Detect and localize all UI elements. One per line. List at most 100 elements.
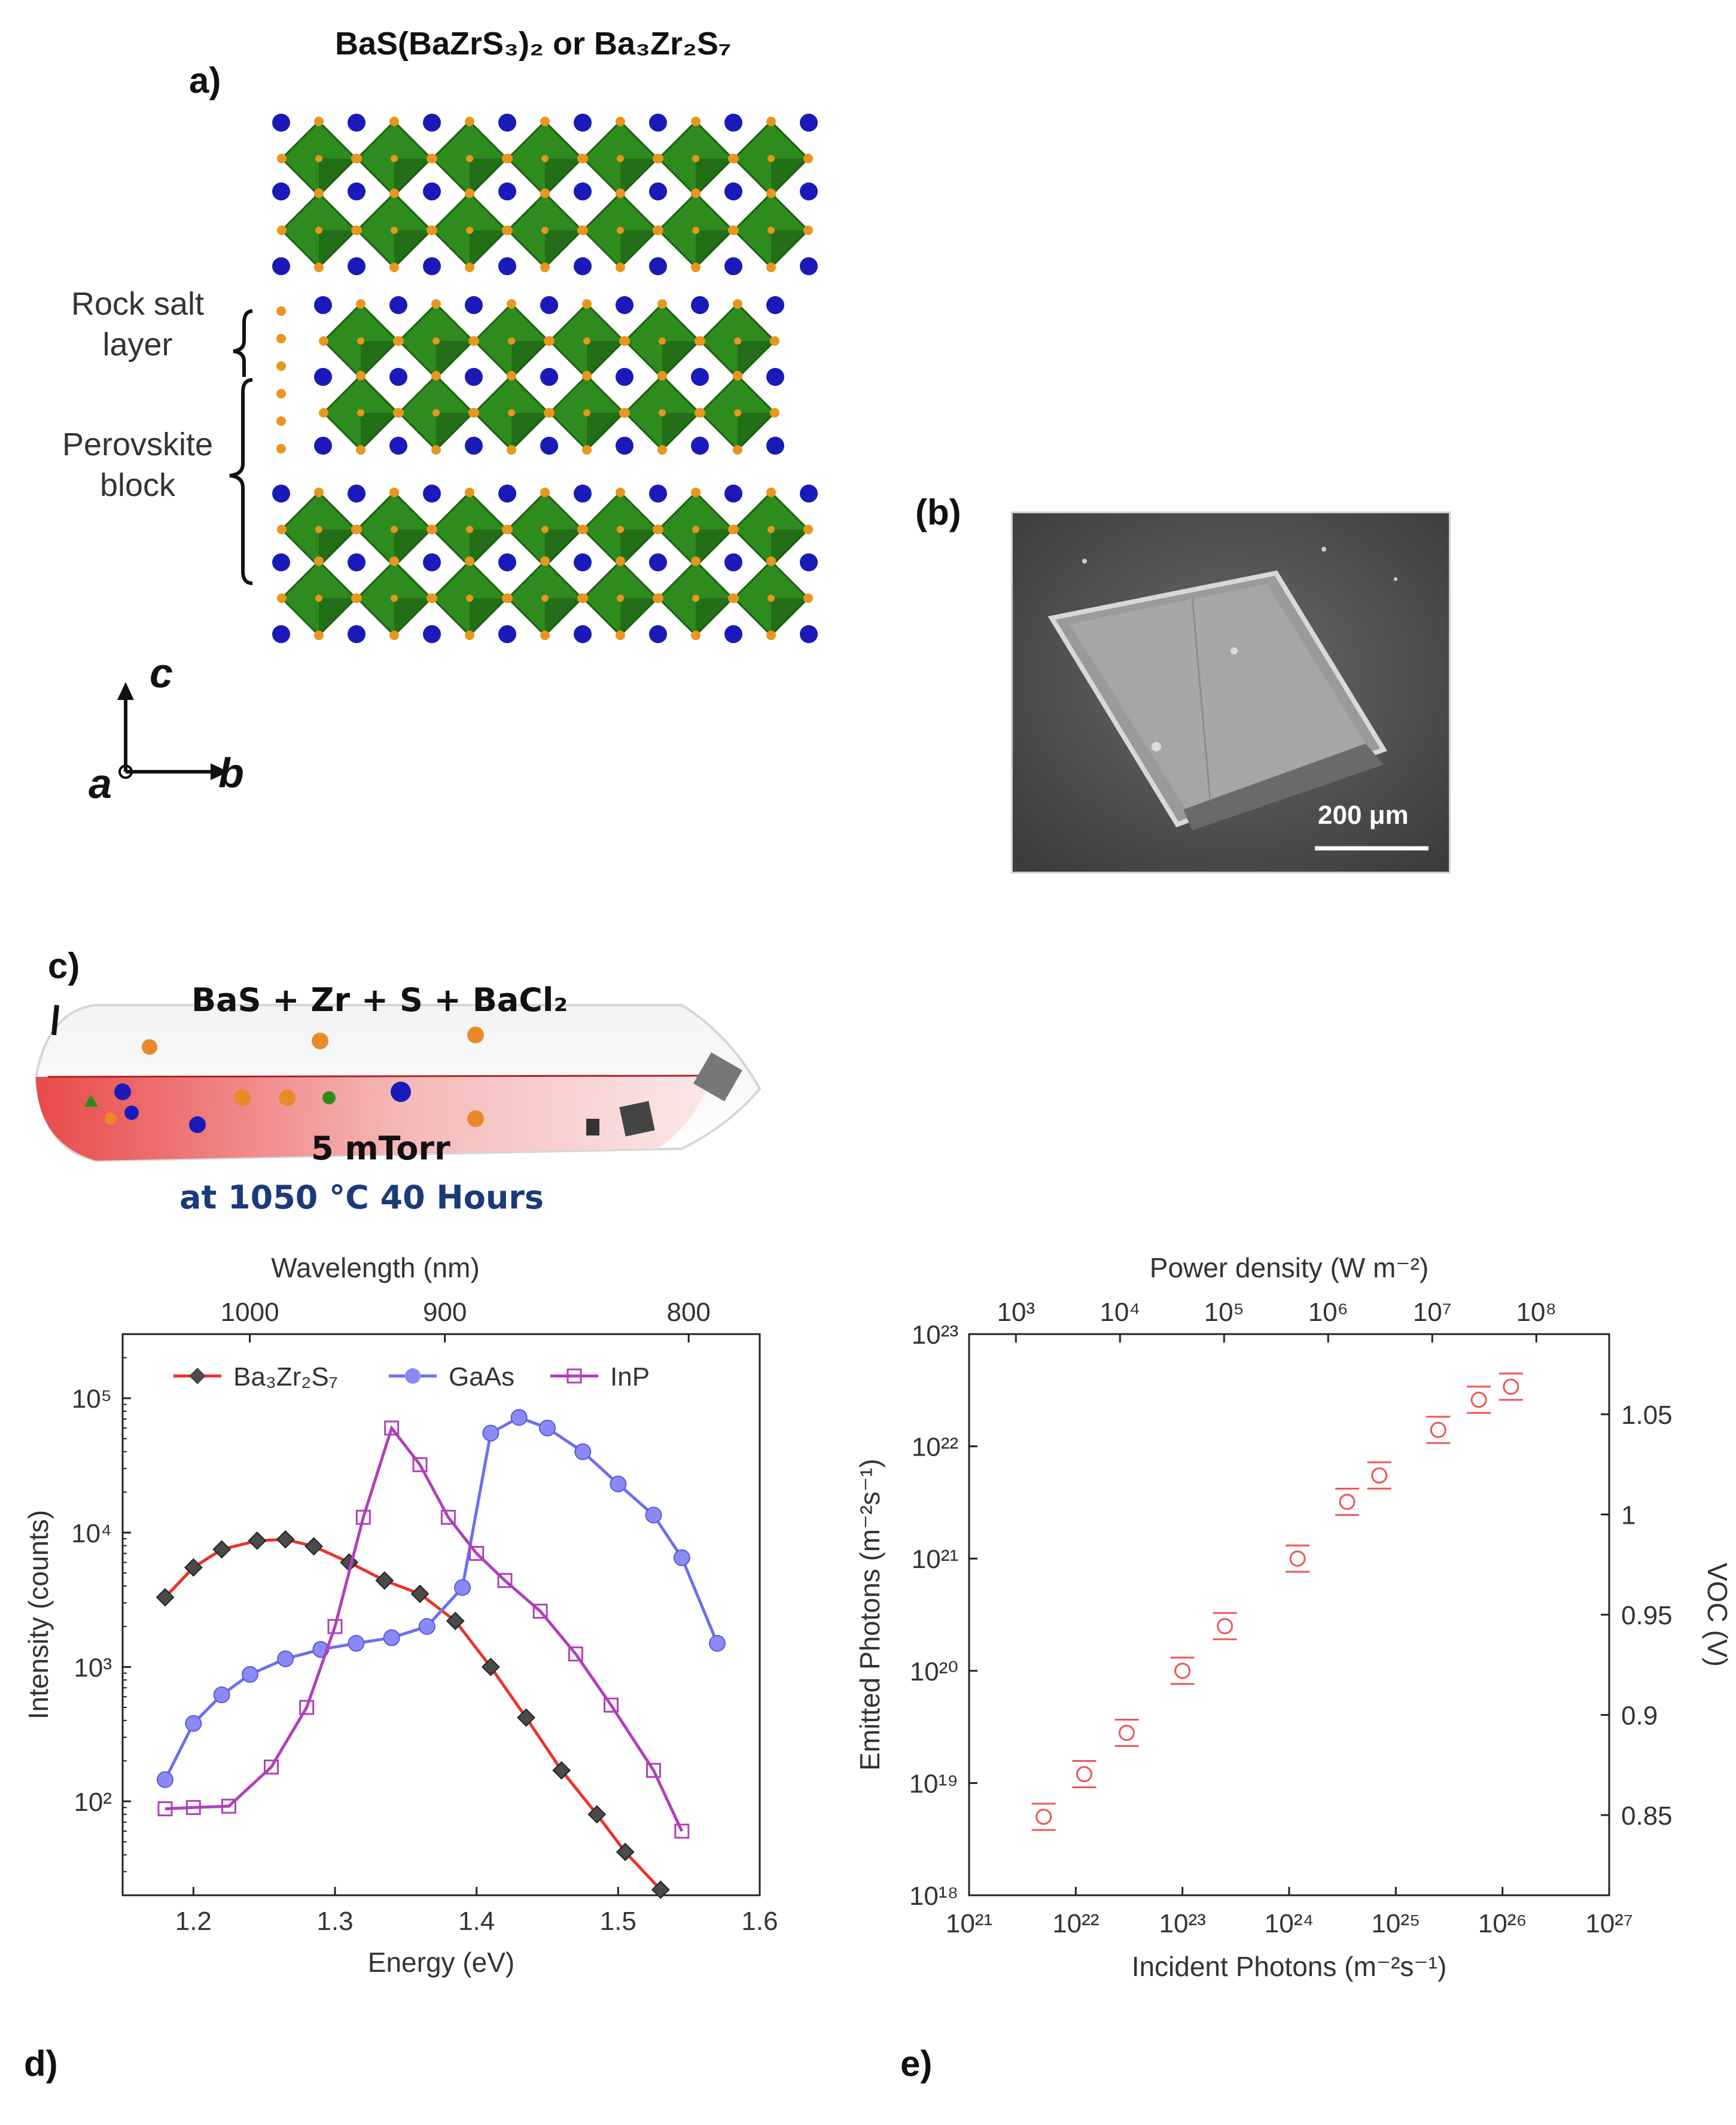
right-tick-label: 0.85 xyxy=(1621,1801,1673,1831)
s-atom xyxy=(582,445,592,455)
ba-atom xyxy=(800,257,818,275)
plot-frame xyxy=(968,1333,1610,1896)
s-atom xyxy=(319,408,328,418)
octahedron-shade xyxy=(361,413,398,450)
s-atom xyxy=(507,371,516,380)
ba-atom xyxy=(314,437,332,455)
octahedron-shade xyxy=(394,230,431,267)
s-atom xyxy=(465,188,474,198)
axis-b-label: b xyxy=(218,750,244,796)
s-atom xyxy=(507,445,516,455)
top-tick-label: 10³ xyxy=(997,1298,1035,1327)
s-atom xyxy=(729,593,739,603)
data-point-inp xyxy=(568,1646,583,1662)
legend-label: InP xyxy=(610,1362,650,1392)
octahedron-shade xyxy=(696,529,733,567)
s-atom xyxy=(620,408,630,418)
axis-triad xyxy=(117,682,229,780)
s-atom xyxy=(729,525,739,534)
s-atom xyxy=(657,445,667,455)
octahedron-shade xyxy=(511,413,549,450)
data-point-inp xyxy=(157,1801,173,1816)
ba-atom xyxy=(465,296,483,314)
s-atom xyxy=(578,226,588,235)
s-atom xyxy=(657,299,667,309)
x-tick-label: 10²⁷ xyxy=(1585,1909,1633,1938)
top-tick-label: 10⁶ xyxy=(1308,1298,1348,1327)
ba-atom xyxy=(800,625,818,643)
s-atom xyxy=(766,631,776,640)
s-atom xyxy=(578,593,588,603)
zr-atom xyxy=(692,595,699,602)
zr-atom xyxy=(617,526,624,533)
data-point-ba3zr2s7 xyxy=(587,1805,607,1824)
s-atom xyxy=(616,488,625,497)
data-point-ba3zr2s7 xyxy=(616,1843,635,1862)
ba-atom xyxy=(348,553,366,571)
s-atom xyxy=(582,371,592,380)
s-atom xyxy=(654,525,663,534)
ba-atom xyxy=(540,368,558,386)
y-axis-label: Intensity (counts) xyxy=(23,1510,54,1719)
zr-atom xyxy=(659,409,666,416)
top-tick-label: 10⁴ xyxy=(1100,1298,1140,1327)
octahedron-shade xyxy=(587,341,624,378)
s-atom xyxy=(540,117,550,126)
zr-atom xyxy=(541,595,549,602)
ba-atom xyxy=(423,625,441,643)
s-atom xyxy=(465,263,474,272)
s-atom xyxy=(654,226,663,235)
octahedron-shade xyxy=(319,529,356,567)
zr-atom xyxy=(734,409,741,416)
ba-atom xyxy=(423,257,441,275)
s-atom xyxy=(766,263,776,272)
octahedron-shade xyxy=(470,529,507,567)
legend-marker-inp xyxy=(567,1368,582,1384)
s-atom xyxy=(352,226,362,235)
s-atom xyxy=(503,226,513,235)
ba-atom xyxy=(348,257,366,275)
s-atom xyxy=(314,556,324,566)
x-tick-label: 10²¹ xyxy=(946,1909,992,1938)
octahedron-shade xyxy=(738,413,775,450)
s-atom xyxy=(691,188,701,198)
ba-atom xyxy=(800,485,818,503)
s-atom xyxy=(578,154,588,163)
data-point-gaas xyxy=(383,1629,400,1646)
ba-atom xyxy=(649,485,667,503)
data-point-ba3zr2s7 xyxy=(184,1558,203,1577)
s-atom xyxy=(540,188,550,198)
data-point-gaas xyxy=(574,1443,592,1460)
data-point-ba3zr2s7 xyxy=(304,1537,323,1556)
data-point xyxy=(1470,1392,1487,1408)
sem-scale-bar-label: 200 μm xyxy=(1318,800,1409,830)
zr-atom xyxy=(391,227,398,234)
ba-atom xyxy=(766,437,784,455)
right-tick-label: 1.05 xyxy=(1621,1401,1673,1430)
data-point-ba3zr2s7 xyxy=(248,1531,267,1550)
s-atom xyxy=(314,488,324,497)
zr-atom xyxy=(357,337,364,345)
s-atom xyxy=(431,371,441,380)
zr-atom xyxy=(315,155,322,162)
octahedron-shade xyxy=(545,159,582,196)
octahedron-shade xyxy=(545,230,582,267)
octahedron-shade xyxy=(738,341,775,378)
zr-atom xyxy=(583,409,590,416)
zr-atom xyxy=(315,526,322,533)
top-axis-label: Power density (W m⁻²) xyxy=(1150,1252,1429,1283)
zr-atom xyxy=(315,595,322,602)
data-point-inp xyxy=(264,1759,279,1775)
data-point-gaas xyxy=(454,1579,471,1596)
octahedron-shade xyxy=(394,529,431,567)
s-atom xyxy=(389,188,399,198)
data-point-inp xyxy=(327,1619,343,1634)
s-atom xyxy=(465,488,474,497)
y-tick-label: 10¹⁸ xyxy=(909,1882,958,1911)
s-atom xyxy=(431,299,441,309)
s-atom xyxy=(616,631,625,640)
top-axis-label: Wavelength (nm) xyxy=(271,1252,480,1283)
right-tick-label: 1 xyxy=(1621,1501,1636,1530)
data-point-inp xyxy=(299,1700,315,1715)
zr-atom xyxy=(433,337,440,345)
